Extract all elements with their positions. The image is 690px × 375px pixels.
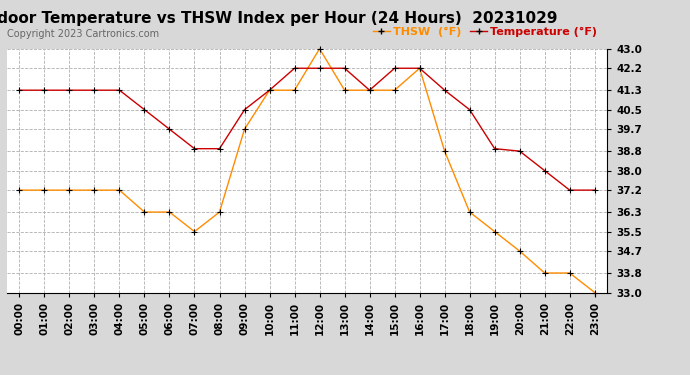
Legend: THSW  (°F), Temperature (°F): THSW (°F), Temperature (°F) bbox=[368, 22, 602, 42]
Text: Copyright 2023 Cartronics.com: Copyright 2023 Cartronics.com bbox=[7, 29, 159, 39]
Text: Outdoor Temperature vs THSW Index per Hour (24 Hours)  20231029: Outdoor Temperature vs THSW Index per Ho… bbox=[0, 11, 558, 26]
